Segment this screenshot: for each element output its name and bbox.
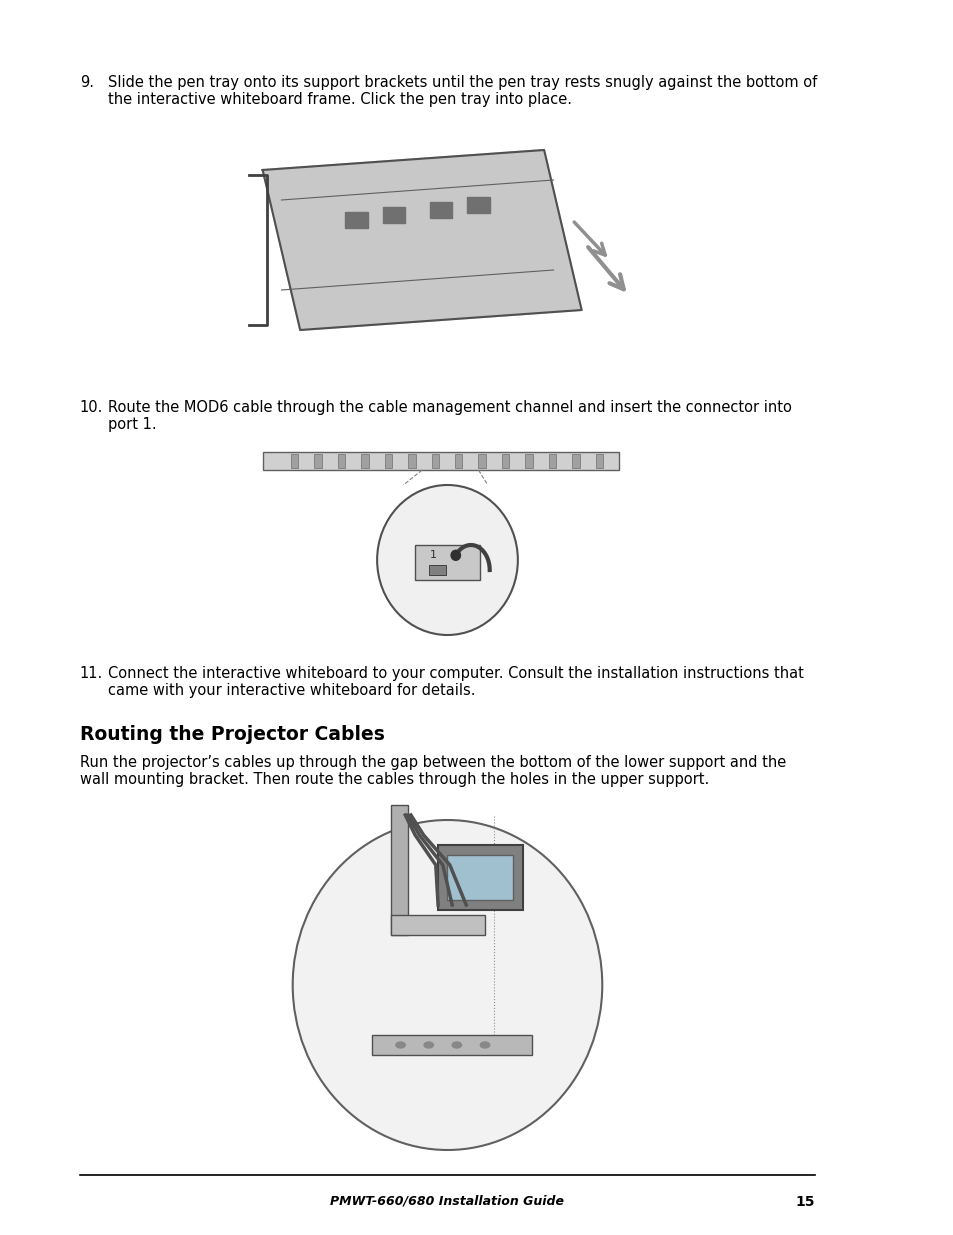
Bar — [391, 915, 484, 935]
Bar — [478, 454, 485, 468]
Text: 1: 1 — [430, 550, 436, 559]
Text: Connect the interactive whiteboard to your computer. Consult the installation in: Connect the interactive whiteboard to yo… — [108, 666, 803, 680]
Text: Route the MOD6 cable through the cable management channel and insert the connect: Route the MOD6 cable through the cable m… — [108, 400, 791, 415]
Bar — [361, 454, 368, 468]
Bar — [447, 855, 513, 900]
Bar — [437, 845, 522, 910]
Bar — [501, 454, 509, 468]
Text: wall mounting bracket. Then route the cables through the holes in the upper supp: wall mounting bracket. Then route the ca… — [80, 772, 708, 787]
Bar — [337, 454, 345, 468]
Text: Routing the Projector Cables: Routing the Projector Cables — [80, 725, 384, 743]
Text: Run the projector’s cables up through the gap between the bottom of the lower su: Run the projector’s cables up through th… — [80, 755, 785, 769]
Bar — [572, 454, 579, 468]
Bar — [429, 203, 452, 219]
Bar — [408, 454, 416, 468]
Bar — [262, 452, 618, 471]
Bar — [548, 454, 556, 468]
Bar — [525, 454, 533, 468]
Circle shape — [293, 820, 601, 1150]
Bar — [382, 207, 405, 224]
Bar — [455, 454, 462, 468]
Text: the interactive whiteboard frame. Click the pen tray into place.: the interactive whiteboard frame. Click … — [108, 91, 571, 107]
Ellipse shape — [452, 1042, 461, 1049]
Circle shape — [376, 485, 517, 635]
Text: 11.: 11. — [80, 666, 103, 680]
Polygon shape — [262, 149, 581, 330]
Bar — [428, 564, 445, 576]
Bar — [415, 545, 479, 580]
Text: came with your interactive whiteboard for details.: came with your interactive whiteboard fo… — [108, 683, 475, 698]
Ellipse shape — [423, 1042, 433, 1049]
Circle shape — [451, 551, 460, 561]
Text: PMWT-660/680 Installation Guide: PMWT-660/680 Installation Guide — [330, 1195, 564, 1208]
Bar — [291, 454, 298, 468]
Text: Slide the pen tray onto its support brackets until the pen tray rests snugly aga: Slide the pen tray onto its support brac… — [108, 75, 817, 90]
Ellipse shape — [395, 1042, 405, 1049]
Bar — [467, 198, 489, 212]
Bar — [314, 454, 321, 468]
Bar — [384, 454, 392, 468]
Text: 10.: 10. — [80, 400, 103, 415]
Bar — [595, 454, 602, 468]
Bar — [372, 1035, 532, 1055]
Text: 9.: 9. — [80, 75, 93, 90]
Ellipse shape — [479, 1042, 489, 1049]
Text: port 1.: port 1. — [108, 417, 156, 432]
Bar — [431, 454, 438, 468]
Bar — [391, 805, 408, 935]
Bar — [345, 212, 367, 228]
Text: 15: 15 — [795, 1195, 815, 1209]
